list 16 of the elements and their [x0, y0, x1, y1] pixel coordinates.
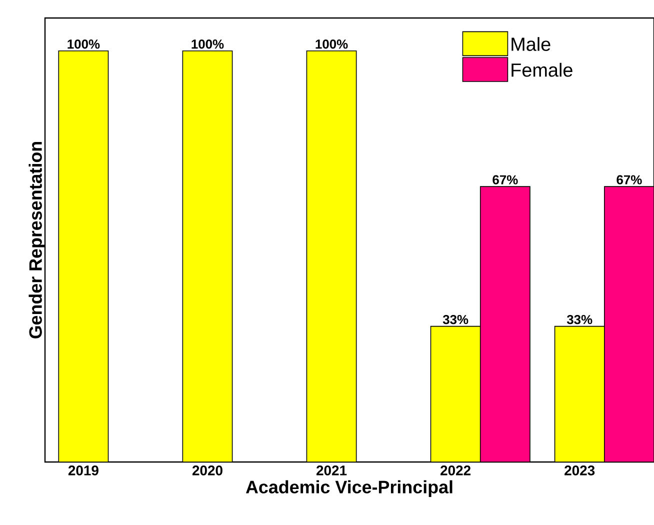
x-tick-label: 2020 [192, 466, 222, 476]
data-label: 33% [566, 314, 592, 324]
legend-label: Male [512, 37, 550, 51]
y-axis-title: Gender Representation [28, 142, 46, 338]
data-label: 67% [616, 175, 642, 184]
data-label: 100% [68, 40, 100, 49]
data-label: 100% [316, 40, 348, 49]
x-tick-label: 2021 [316, 466, 347, 476]
x-tick-label: 2019 [68, 466, 98, 476]
x-tick-label: 2022 [440, 466, 471, 476]
x-tick-label: 2023 [564, 466, 595, 476]
data-label: 67% [492, 175, 518, 184]
x-axis-title: Academic Vice-Principal [246, 480, 452, 497]
data-label: 33% [442, 314, 468, 324]
data-label: 100% [192, 40, 224, 49]
legend-label: Female [512, 62, 572, 77]
